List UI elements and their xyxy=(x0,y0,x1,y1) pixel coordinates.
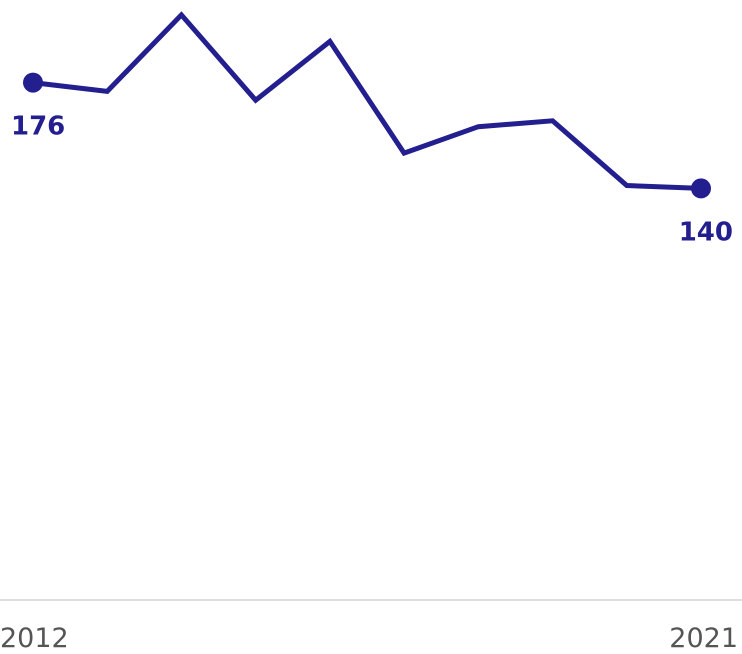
data-label: 140 xyxy=(679,217,733,247)
x-tick-label: 2012 xyxy=(0,623,69,654)
data-label: 176 xyxy=(11,112,65,142)
x-tick-label: 2021 xyxy=(669,623,738,654)
endpoint-marker xyxy=(691,178,711,199)
series-line xyxy=(32,11,702,191)
chart-labels: 176 140 2012 2021 xyxy=(0,112,738,654)
chart-marks xyxy=(23,11,711,199)
endpoint-marker xyxy=(23,72,43,93)
